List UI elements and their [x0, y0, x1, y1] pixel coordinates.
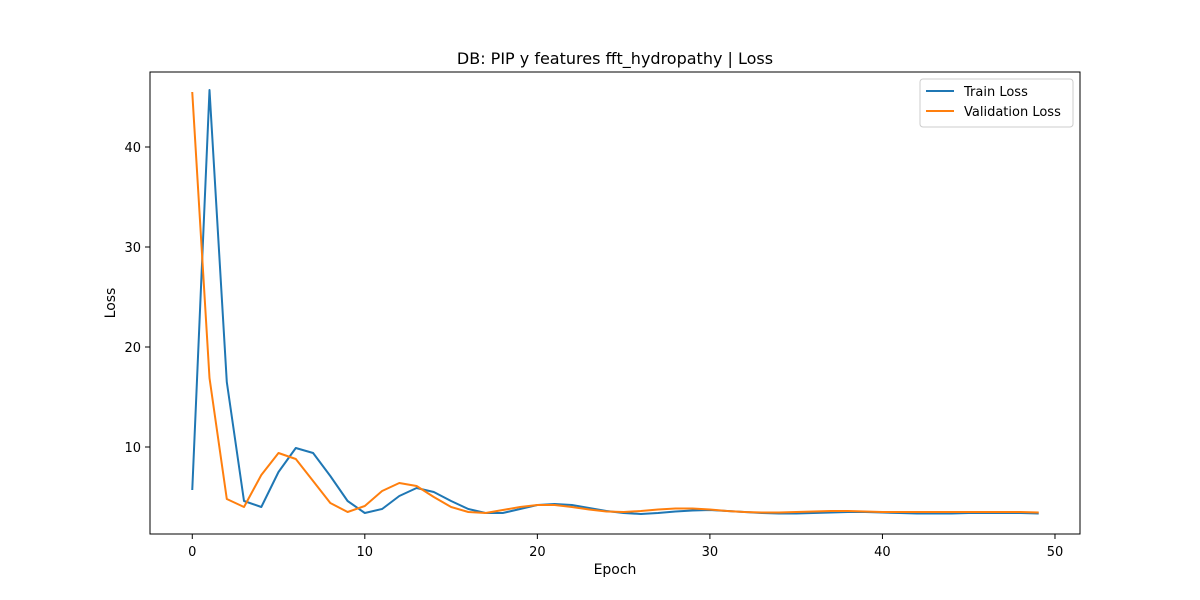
- y-tick-label: 20: [124, 341, 141, 356]
- plot-background: [150, 72, 1080, 534]
- plot-frame: [149, 71, 1081, 535]
- series-lines: [191, 89, 1039, 515]
- x-tick-label: 0: [188, 545, 196, 560]
- x-tick-label: 50: [1047, 545, 1064, 560]
- x-tick-label: 40: [874, 545, 891, 560]
- y-axis-label: Loss: [103, 288, 119, 319]
- legend-box: [919, 78, 1074, 128]
- chart-title: DB: PIP y features fft_hydropathy | Loss: [457, 49, 773, 69]
- validation-loss-line: [191, 91, 1039, 514]
- x-axis-label: Epoch: [594, 562, 637, 578]
- x-tick-label: 10: [357, 545, 374, 560]
- y-tick-label: 40: [124, 141, 141, 156]
- y-tick-label: 10: [124, 441, 141, 456]
- y-tick-label: 30: [124, 241, 141, 256]
- legend-label-validation: Validation Loss: [964, 105, 1061, 120]
- legend-label-train: Train Loss: [963, 85, 1028, 100]
- legend: Train Loss Validation Loss: [919, 78, 1074, 128]
- x-tick-label: 30: [702, 545, 719, 560]
- x-tick-label: 20: [529, 545, 546, 560]
- x-axis-ticks: 0 10 20 30 40 50: [188, 534, 1063, 560]
- y-axis-ticks: 10 20 30 40: [124, 141, 150, 456]
